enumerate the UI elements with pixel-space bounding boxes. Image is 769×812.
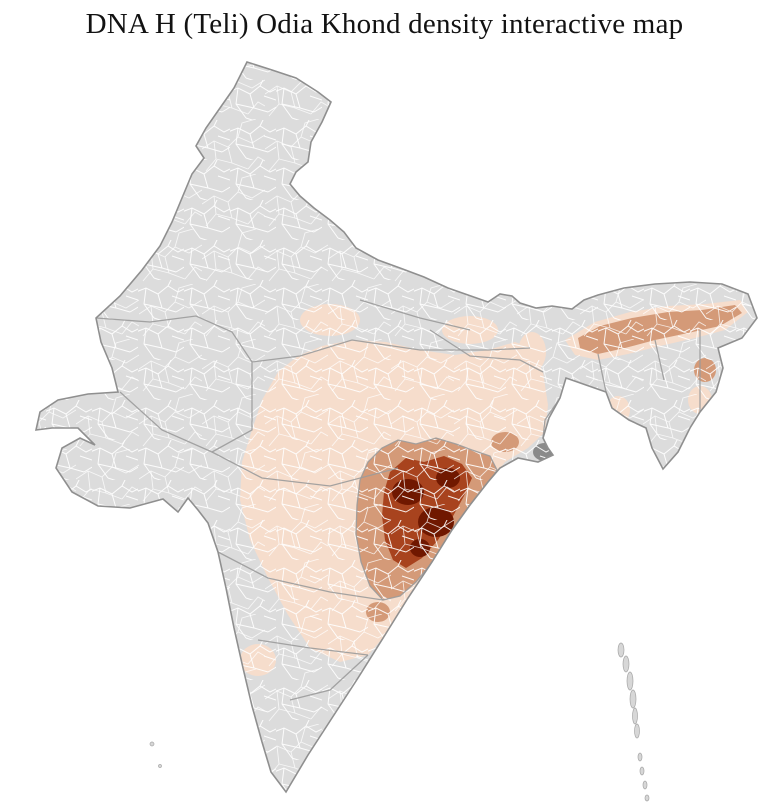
- page-title: DNA H (Teli) Odia Khond density interact…: [85, 8, 684, 40]
- region-low-konkan[interactable]: [198, 606, 230, 650]
- region-low-west-maharashtra[interactable]: [163, 530, 207, 590]
- state-borders: [95, 299, 701, 701]
- district-borders: [36, 62, 757, 792]
- lakshadweep-islands[interactable]: [149, 741, 162, 768]
- andaman-nicobar-islands[interactable]: [617, 642, 650, 802]
- india-outline: [34, 61, 758, 794]
- india-landmass[interactable]: [20, 50, 765, 805]
